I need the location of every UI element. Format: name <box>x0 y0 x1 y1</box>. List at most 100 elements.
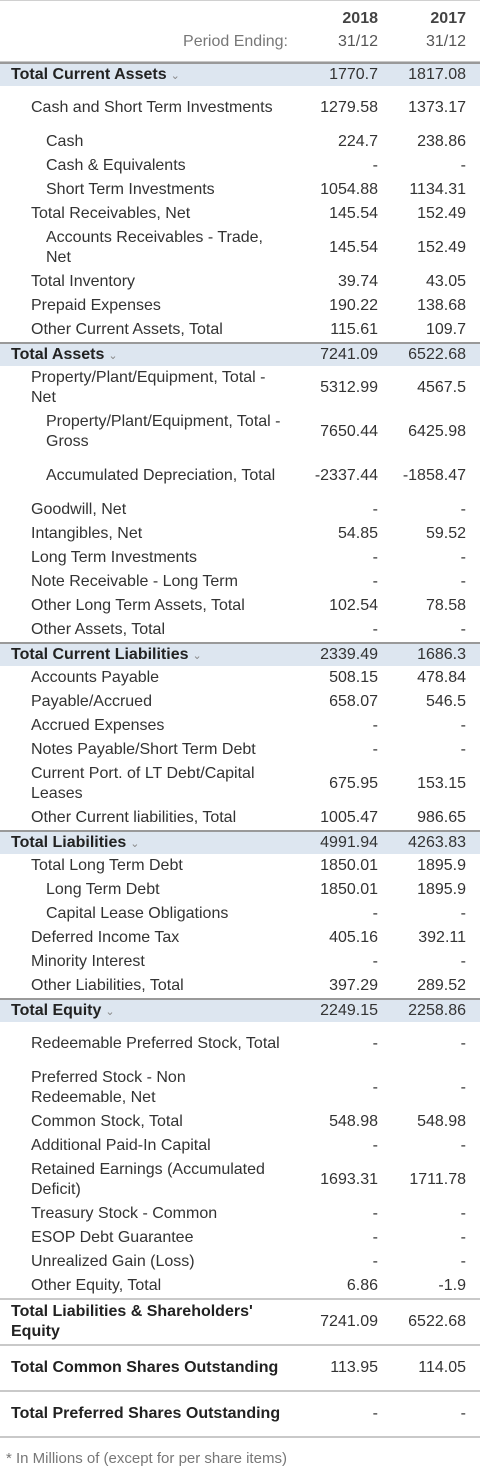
value-2017: 4567.5 <box>417 379 466 396</box>
chevron-down-icon[interactable]: ⌄ <box>170 69 180 82</box>
value-2017: 478.84 <box>417 669 466 686</box>
value-2018: 2249.15 <box>320 1002 378 1019</box>
value-2018: - <box>372 1205 378 1222</box>
row-label: Other Current liabilities, Total <box>0 808 290 828</box>
row-label: Other Liabilities, Total <box>0 976 290 996</box>
value-2017: - <box>460 1137 466 1154</box>
section-row[interactable]: Total Current Liabilities ⌄ 2339.49 1686.3 <box>0 642 480 666</box>
row-label: Current Port. of LT Debt/Capital Leases <box>0 764 290 804</box>
table-body: Total Current Assets ⌄ 1770.7 1817.08 Cash a… <box>0 62 480 1436</box>
value-2018: - <box>372 1137 378 1154</box>
row-label-text: Payable/Accrued <box>31 693 152 710</box>
row-label-text: Deferred Income Tax <box>31 929 180 946</box>
row-label-text: Total Long Term Debt <box>31 857 183 874</box>
row-label: Total Common Shares Outstanding <box>0 1358 290 1378</box>
row-label-text: Note Receivable - Long Term <box>31 573 238 590</box>
value-2017: -1.9 <box>438 1277 466 1294</box>
value-2017: 78.58 <box>425 597 466 614</box>
section-row[interactable]: Total Assets ⌄ 7241.09 6522.68 <box>0 342 480 366</box>
date-2017-header: 31/12 <box>425 33 466 50</box>
value-2017: 1895.9 <box>417 881 466 898</box>
table-row: Cash & Equivalents - - <box>0 154 480 178</box>
value-2018: 113.95 <box>330 1359 378 1376</box>
table-row: Short Term Investments 1054.88 1134.31 <box>0 178 480 202</box>
row-label-text: Intangibles, Net <box>31 525 143 542</box>
row-label: Preferred Stock - Non Redeemable, Net <box>0 1068 290 1108</box>
value-2017: 289.52 <box>417 977 466 994</box>
row-label: Additional Paid-In Capital <box>0 1136 290 1156</box>
value-2017: -1858.47 <box>402 467 466 484</box>
row-label-text: Property/Plant/Equipment, Total - Gross <box>46 413 281 450</box>
row-label: Total Current Liabilities ⌄ <box>0 645 290 666</box>
value-2018: 54.85 <box>337 525 378 542</box>
row-label-text: Total Current Liabilities <box>11 645 189 663</box>
value-2017: - <box>460 905 466 922</box>
row-label-text: Cash and Short Term Investments <box>31 99 273 116</box>
value-2017: 2258.86 <box>408 1002 466 1019</box>
row-label-text: Total Receivables, Net <box>31 205 191 222</box>
table-row: Total Receivables, Net 145.54 152.49 <box>0 202 480 226</box>
value-2018: 1054.88 <box>320 181 378 198</box>
row-label: Cash <box>0 132 290 152</box>
row-label-text: Accounts Receivables - Trade, Net <box>46 229 263 266</box>
table-row: Unrealized Gain (Loss) - - <box>0 1250 480 1274</box>
row-label: Retained Earnings (Accumulated Deficit) <box>0 1160 290 1200</box>
value-2018: - <box>372 1035 378 1052</box>
chevron-down-icon[interactable]: ⌄ <box>105 1005 115 1018</box>
value-2018: 405.16 <box>329 929 378 946</box>
row-label: Payable/Accrued <box>0 692 290 712</box>
value-2017: 1686.3 <box>417 646 466 663</box>
value-2017: 114.05 <box>418 1359 466 1376</box>
table-row: Treasury Stock - Common - - <box>0 1202 480 1226</box>
value-2017: 6522.68 <box>408 346 466 363</box>
row-label-text: Redeemable Preferred Stock, Total <box>31 1035 280 1052</box>
footnote: * In Millions of (except for per share i… <box>0 1436 480 1470</box>
value-2018: - <box>372 717 378 734</box>
value-2017: - <box>460 621 466 638</box>
row-label-text: Total Preferred Shares Outstanding <box>11 1405 281 1422</box>
value-2018: 145.54 <box>329 205 378 222</box>
row-label-text: Total Common Shares Outstanding <box>11 1359 279 1376</box>
row-label-text: Prepaid Expenses <box>31 297 161 314</box>
value-2017: - <box>460 501 466 518</box>
table-row: Prepaid Expenses 190.22 138.68 <box>0 294 480 318</box>
value-2018: 5312.99 <box>320 379 378 396</box>
value-2017: - <box>460 1253 466 1270</box>
chevron-down-icon[interactable]: ⌄ <box>130 837 140 850</box>
section-row[interactable]: Total Equity ⌄ 2249.15 2258.86 <box>0 998 480 1022</box>
value-2017: 109.7 <box>425 321 466 338</box>
table-row: Other Assets, Total - - <box>0 618 480 642</box>
table-row: Deferred Income Tax 405.16 392.11 <box>0 926 480 950</box>
table-row: Other Equity, Total 6.86 -1.9 <box>0 1274 480 1298</box>
row-label-text: Accounts Payable <box>31 669 160 686</box>
chevron-down-icon[interactable]: ⌄ <box>108 349 118 362</box>
table-row: Note Receivable - Long Term - - <box>0 570 480 594</box>
table-row: Other Current Assets, Total 115.61 109.7 <box>0 318 480 342</box>
value-2017: - <box>460 1405 466 1422</box>
table-row: Intangibles, Net 54.85 59.52 <box>0 522 480 546</box>
value-2017: 1134.31 <box>409 181 466 198</box>
section-row[interactable]: Total Liabilities ⌄ 4991.94 4263.83 <box>0 830 480 854</box>
value-2018: - <box>372 1229 378 1246</box>
table-row: Redeemable Preferred Stock, Total - - <box>0 1022 480 1066</box>
value-2017: - <box>460 573 466 590</box>
row-label-text: Total Inventory <box>31 273 136 290</box>
table-row: Total Long Term Debt 1850.01 1895.9 <box>0 854 480 878</box>
table-row: Accounts Receivables - Trade, Net 145.54 1… <box>0 226 480 270</box>
row-label-text: Other Long Term Assets, Total <box>31 597 245 614</box>
row-label-text: Total Liabilities <box>11 833 127 851</box>
table-row: Accumulated Depreciation, Total -2337.44 -… <box>0 454 480 498</box>
row-label: Prepaid Expenses <box>0 296 290 316</box>
row-label-text: Total Liabilities & Shareholders' Equity <box>11 1303 253 1340</box>
row-label: Accounts Payable <box>0 668 290 688</box>
chevron-down-icon[interactable]: ⌄ <box>192 649 202 662</box>
section-row[interactable]: Total Current Assets ⌄ 1770.7 1817.08 <box>0 62 480 86</box>
value-2018: 190.22 <box>329 297 378 314</box>
value-2018: 39.74 <box>337 273 378 290</box>
value-2018: - <box>372 573 378 590</box>
value-2017: 138.68 <box>417 297 466 314</box>
year-2018-header: 2018 <box>342 10 378 27</box>
row-label: ESOP Debt Guarantee <box>0 1228 290 1248</box>
row-label-text: Total Equity <box>11 1001 102 1019</box>
value-2017: 152.49 <box>417 205 466 222</box>
